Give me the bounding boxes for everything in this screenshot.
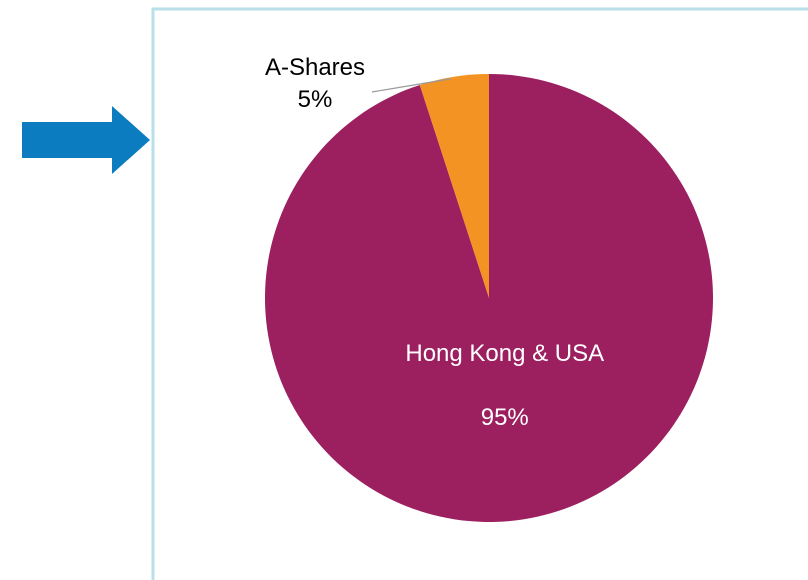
leader-line (371, 78, 452, 93)
slice-label: Hong Kong & USA (405, 339, 605, 367)
slice-label: A-Shares (264, 54, 366, 81)
chart-frame (151, 7, 808, 580)
arrow (22, 106, 150, 174)
value-label: 95% (480, 403, 529, 431)
pie-slice (265, 74, 714, 522)
value-label: 5% (297, 86, 333, 113)
pie-slice (419, 74, 489, 298)
